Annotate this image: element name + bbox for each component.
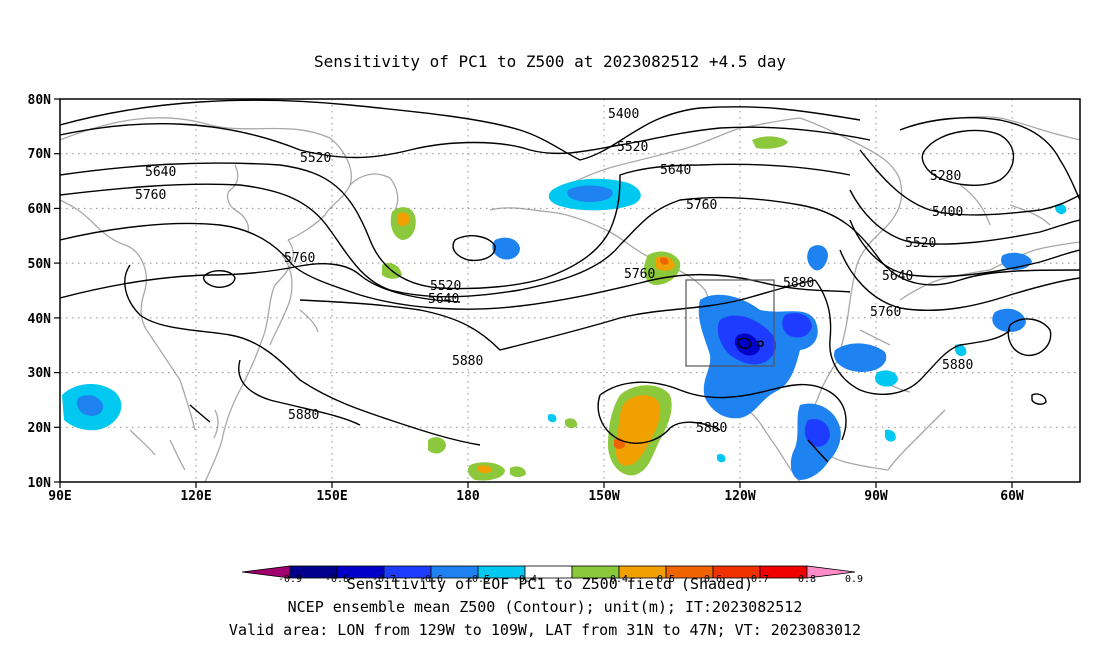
negative-patch: [716, 453, 726, 463]
lat-label: 50N: [28, 257, 52, 272]
negative-patch: [834, 343, 887, 372]
positive-patch: [478, 465, 492, 474]
negative-patch: [884, 429, 896, 442]
lon-label: 90W: [864, 489, 888, 504]
positive-patch: [752, 136, 788, 149]
contour-label: 5760: [284, 251, 315, 266]
lat-label: 10N: [28, 476, 52, 491]
figure-title: Sensitivity of PC1 to Z500 at 2023082512…: [314, 52, 786, 71]
lon-label: 120W: [724, 489, 755, 504]
lat-label: 70N: [28, 147, 52, 162]
colorbar-label: -0.8: [325, 574, 349, 585]
map-area: 5400 5520 5520 5520 5640 5640 5640 5760 …: [28, 93, 1081, 504]
lon-label: 150W: [588, 489, 619, 504]
negative-patch: [547, 413, 557, 423]
colorbar-label: 0.4: [610, 574, 628, 585]
contour-label: 5880: [783, 276, 814, 291]
positive-patch: [398, 212, 410, 227]
lat-label: 40N: [28, 312, 52, 327]
contour-label: 5520: [300, 151, 331, 166]
valid-area-box: [685, 279, 775, 367]
lat-label: 80N: [28, 93, 52, 108]
positive-patch: [510, 466, 526, 477]
negative-patch: [804, 418, 830, 447]
longitude-labels: 90E 120E 150E 180 150W 120W 90W 60W: [48, 489, 1024, 504]
map-frame: [59, 98, 1081, 483]
contour-label: 5880: [452, 354, 483, 369]
contour-labels: 5400 5520 5520 5520 5640 5640 5640 5760 …: [135, 107, 973, 436]
contour-label: 5760: [686, 198, 717, 213]
lat-label: 20N: [28, 421, 52, 436]
colorbar: -0.9 -0.8 -0.7 -0.6 -0.5 -0.4 0.4 0.5 0.6 0.7 0.8 0…: [241, 565, 863, 585]
colorbar-label: 0.5: [657, 574, 675, 585]
colorbar-arrow-high: [806, 565, 856, 579]
negative-patch: [76, 395, 104, 416]
latitude-labels: 80N 70N 60N 50N 40N 30N 20N 10N: [28, 93, 52, 491]
lat-label: 60N: [28, 202, 52, 217]
contour-label: 5760: [624, 267, 655, 282]
negative-patch: [992, 308, 1026, 332]
contour-label: 5520: [430, 279, 461, 294]
negative-patch: [782, 313, 812, 338]
contour-label: 5520: [617, 140, 648, 155]
footer-contour-caption: NCEP ensemble mean Z500 (Contour); unit(…: [288, 598, 803, 616]
negative-patch: [807, 245, 828, 271]
lon-label: 90E: [48, 489, 71, 504]
negative-patch: [955, 344, 967, 357]
colorbar-label: -0.4: [513, 574, 537, 585]
negative-patch: [567, 185, 613, 202]
contour-label: 5280: [930, 169, 961, 184]
footer-shaded-caption: Sensitivity of EOF PC1 to Z500 field (Sh…: [347, 575, 753, 593]
positive-patch: [428, 437, 446, 454]
sensitivity-shading: [62, 136, 1067, 481]
lon-label: 180: [456, 489, 480, 504]
lon-label: 60W: [1000, 489, 1024, 504]
colorbar-label: -0.9: [278, 574, 302, 585]
contour-label: 5880: [696, 421, 727, 436]
contour-label: 5880: [942, 358, 973, 373]
colorbar-label: -0.6: [419, 574, 443, 585]
contour-label: 5640: [882, 269, 913, 284]
positive-patch: [660, 257, 669, 265]
contour-label: 5760: [870, 305, 901, 320]
contour-label: 5400: [932, 205, 963, 220]
z500-contours: [60, 99, 1080, 463]
colorbar-label: 0.6: [704, 574, 722, 585]
lon-label: 150E: [316, 489, 347, 504]
contour-label: 5640: [428, 292, 459, 307]
footer: Sensitivity of EOF PC1 to Z500 field (Sh…: [229, 575, 861, 639]
colorbar-label: 0.8: [798, 574, 816, 585]
negative-patch: [1055, 203, 1067, 215]
colorbar-label: 0.7: [751, 574, 769, 585]
negative-patch: [875, 370, 898, 387]
lat-label: 30N: [28, 366, 52, 381]
colorbar-label: -0.7: [372, 574, 396, 585]
contour-label: 5640: [145, 165, 176, 180]
positive-patch: [565, 418, 578, 429]
contour-label: 5760: [135, 188, 166, 203]
colorbar-label: -0.5: [466, 574, 490, 585]
negative-patch: [708, 373, 746, 413]
contour-label: 5400: [608, 107, 639, 122]
footer-valid-area-caption: Valid area: LON from 129W to 109W, LAT f…: [229, 621, 861, 639]
negative-patch: [492, 237, 520, 260]
contour-label: 5880: [288, 408, 319, 423]
colorbar-label: 0.9: [845, 574, 863, 585]
contour-label: 5640: [660, 163, 691, 178]
axis-ticks: [54, 98, 1013, 488]
contour-label: 5520: [905, 236, 936, 251]
positive-patch: [615, 395, 661, 466]
lon-label: 120E: [180, 489, 211, 504]
